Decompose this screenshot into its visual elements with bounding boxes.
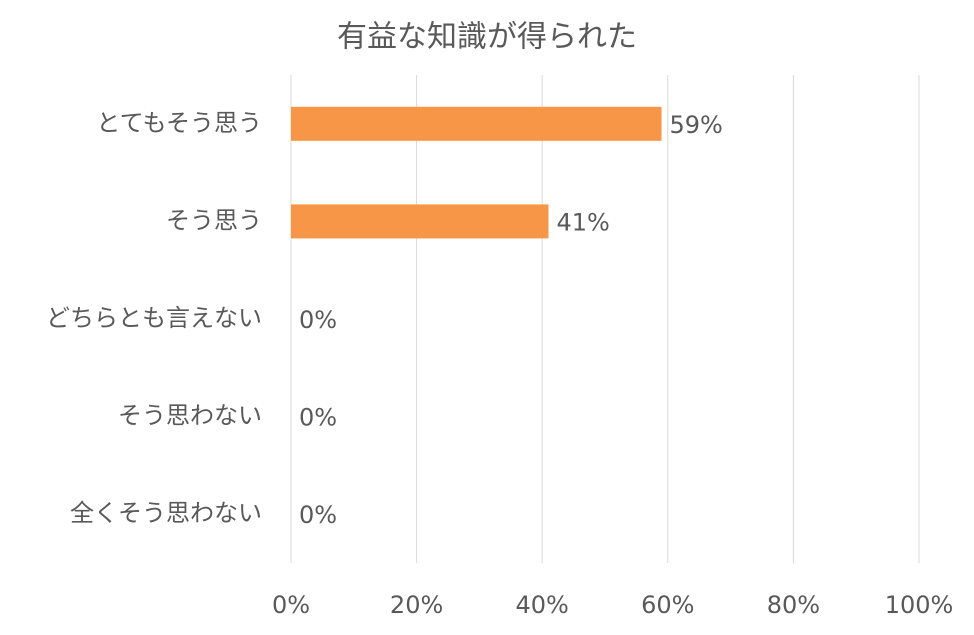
x-tick-label: 80% <box>767 591 820 619</box>
y-tick-label: 全くそう思わない <box>70 499 262 527</box>
data-label: 0% <box>299 404 337 432</box>
bar <box>291 106 662 141</box>
data-label: 0% <box>299 501 337 529</box>
data-label: 41% <box>556 208 609 236</box>
x-tick-label: 0% <box>272 591 310 619</box>
x-tick-label: 20% <box>390 591 443 619</box>
y-tick-label: とてもそう思う <box>96 109 262 137</box>
x-tick-label: 40% <box>516 591 569 619</box>
y-tick-label: どちらとも言えない <box>46 304 262 332</box>
x-tick-label: 100% <box>885 591 954 619</box>
data-label: 59% <box>670 111 723 139</box>
y-tick-label: そう思う <box>166 206 262 234</box>
x-tick-label: 60% <box>641 591 694 619</box>
y-tick-label: そう思わない <box>118 402 262 430</box>
data-label: 0% <box>299 306 337 334</box>
chart-title: 有益な知識が得られた <box>337 20 637 55</box>
bar <box>291 204 549 239</box>
